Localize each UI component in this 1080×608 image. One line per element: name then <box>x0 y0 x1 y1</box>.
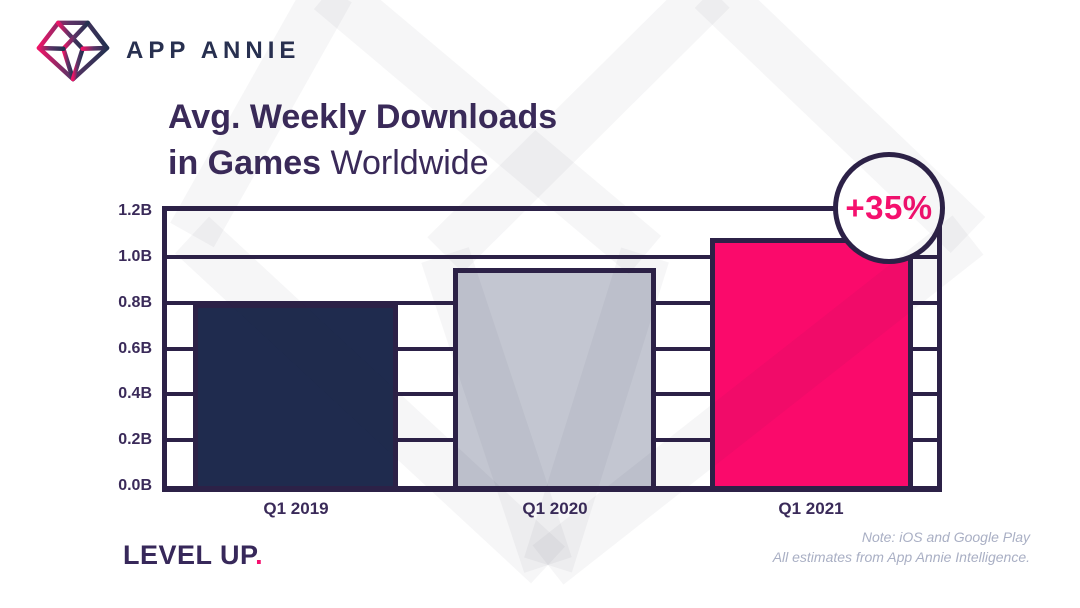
app-annie-logo: APP ANNIE <box>36 12 300 84</box>
y-axis-tick-label: 1.2B <box>118 202 152 219</box>
bar-q1-2021 <box>710 238 913 486</box>
title-line2-regular: Worldwide <box>321 144 489 182</box>
footnote-line2: All estimates from App Annie Intelligenc… <box>772 549 1030 565</box>
tagline-text: LEVEL UP <box>123 540 256 570</box>
growth-badge-label: +35% <box>845 189 933 226</box>
logo-text: APP ANNIE <box>126 37 301 64</box>
y-axis-tick-label: 0.4B <box>118 385 152 402</box>
y-axis-tick-label: 0.2B <box>118 431 152 448</box>
y-axis-tick-label: 0.0B <box>118 477 152 494</box>
level-up-tagline: LEVEL UP. <box>123 540 263 571</box>
x-axis-label-q1-2021: Q1 2021 <box>778 499 844 518</box>
bar-q1-2019 <box>193 303 398 486</box>
tagline-period: . <box>255 540 264 570</box>
title-line1: Avg. Weekly Downloads <box>168 98 558 136</box>
footnote: Note: iOS and Google Play All estimates … <box>580 527 1030 567</box>
y-axis-tick-label: 0.6B <box>118 340 152 357</box>
bar-q1-2020 <box>453 268 656 486</box>
x-axis-label-q1-2020: Q1 2020 <box>522 499 588 518</box>
x-axis-label-q1-2019: Q1 2019 <box>263 499 329 518</box>
footnote-line1: Note: iOS and Google Play <box>861 529 1030 545</box>
y-axis-tick-label: 0.8B <box>118 294 152 311</box>
plot-area <box>162 206 942 492</box>
y-axis-tick-label: 1.0B <box>118 248 152 265</box>
gridline <box>167 255 937 259</box>
title-line2-bold: in Games <box>168 144 322 182</box>
growth-badge: +35% <box>833 152 945 264</box>
gem-diamond-icon <box>36 20 110 82</box>
page-title: Avg. Weekly Downloads in Games Worldwide <box>168 94 557 186</box>
